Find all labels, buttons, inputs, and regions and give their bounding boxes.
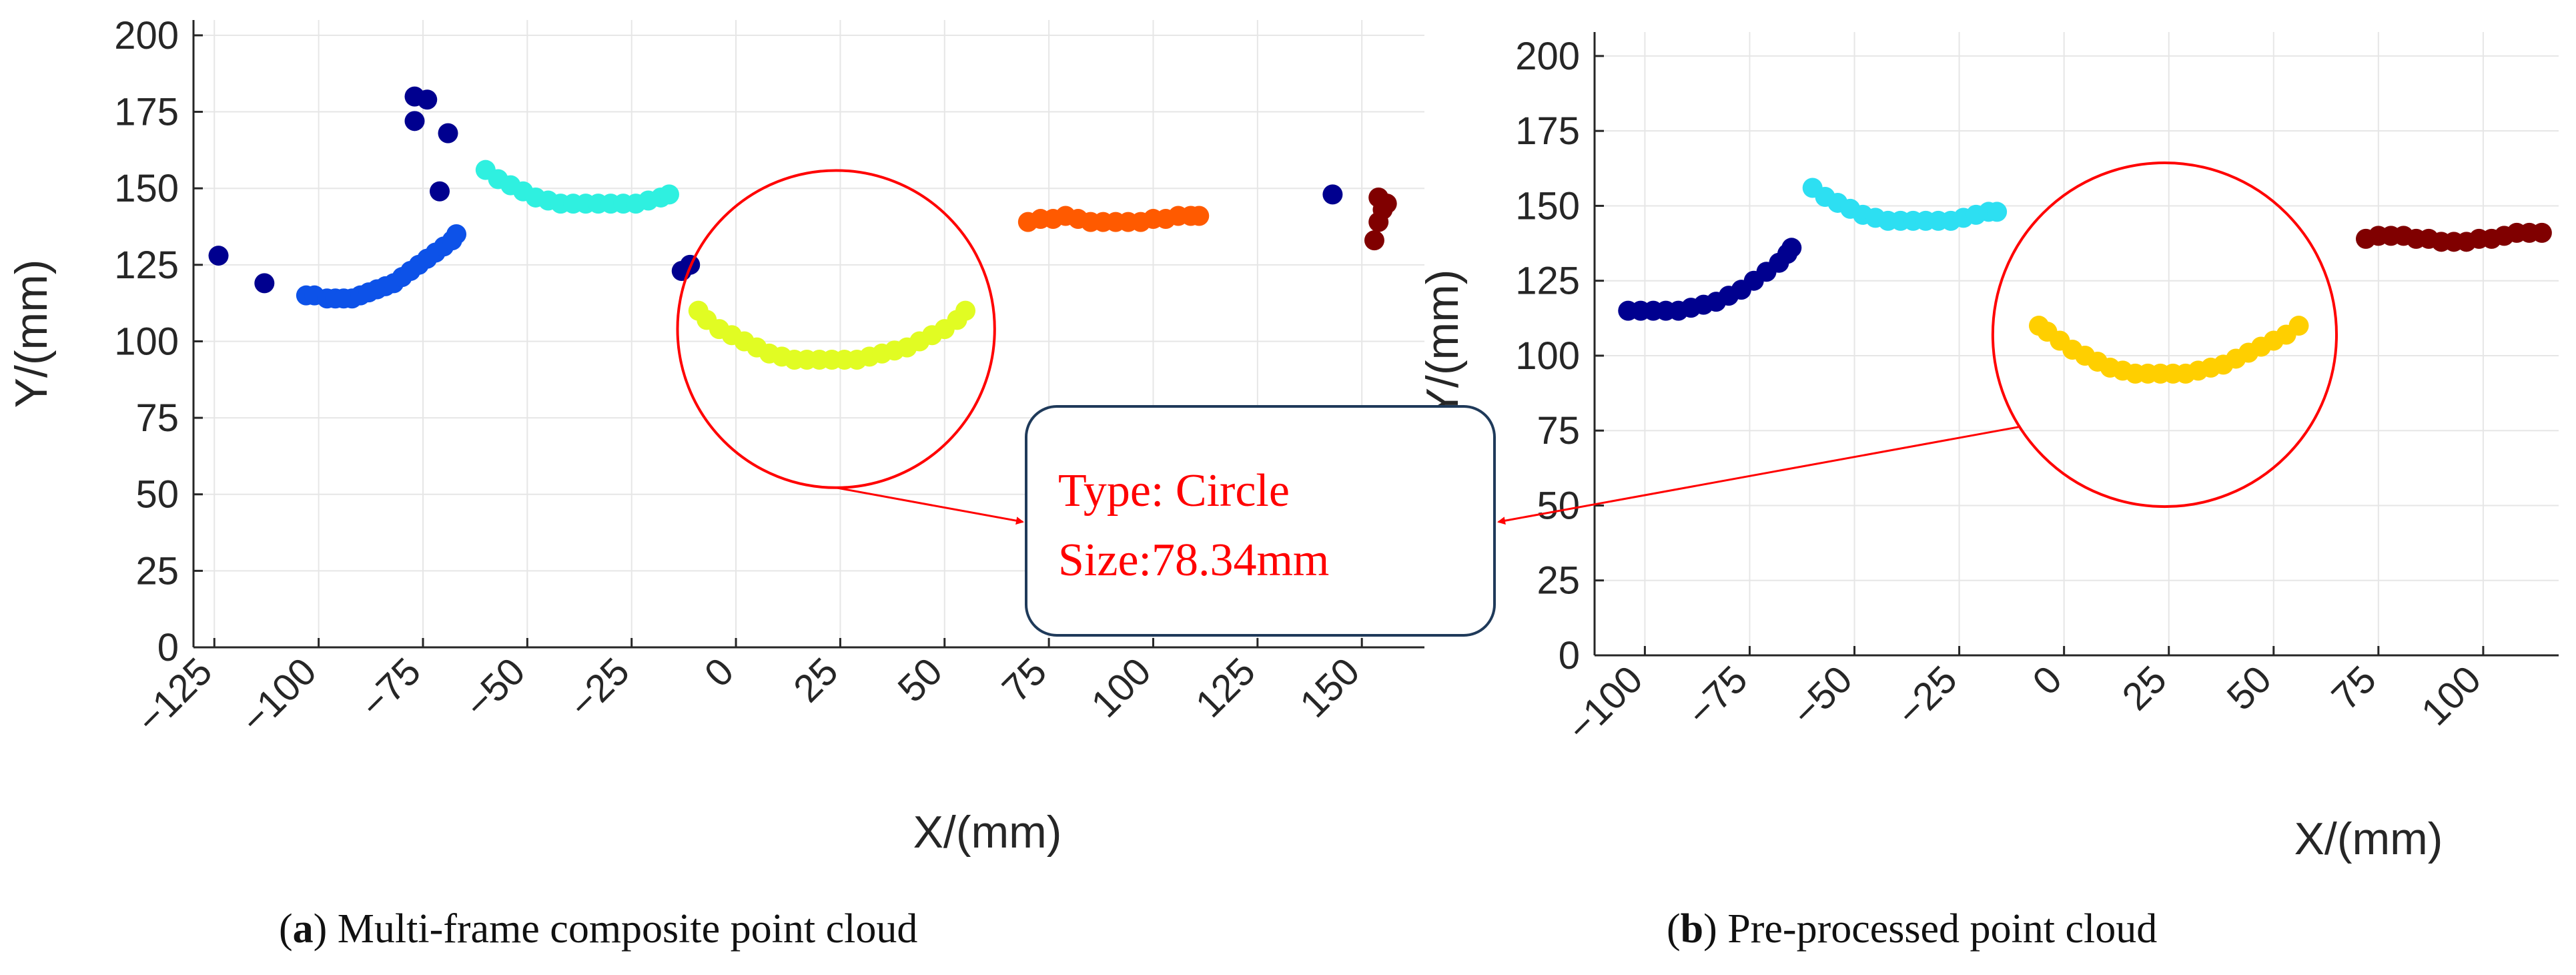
data-point bbox=[1322, 184, 1343, 205]
data-point bbox=[1781, 238, 1802, 258]
caption-b: (b) Pre-processed point cloud bbox=[1667, 906, 2157, 952]
caption-b-letter: b bbox=[1681, 906, 1703, 952]
y-tick-label: 75 bbox=[1537, 409, 1580, 452]
highlight-circle bbox=[1991, 161, 2338, 509]
y-tick-label: 50 bbox=[135, 473, 179, 517]
x-tick-label: 0 bbox=[2024, 657, 2070, 703]
annotation-callout: Type: Circle Size:78.34mm bbox=[835, 405, 2020, 637]
data-point bbox=[430, 181, 450, 202]
caption-a-text: ) Multi-frame composite point cloud bbox=[314, 906, 918, 952]
data-point bbox=[254, 273, 275, 294]
x-axis-label: X/(mm) bbox=[2294, 814, 2443, 864]
data-point bbox=[1368, 212, 1389, 232]
x-tick-label: 75 bbox=[994, 649, 1055, 711]
x-tick-label: 150 bbox=[1292, 649, 1368, 725]
series-cluster-yellow bbox=[2028, 316, 2309, 384]
data-point bbox=[1987, 202, 2008, 222]
y-tick-label: 100 bbox=[114, 320, 179, 363]
y-tick-label: 175 bbox=[114, 91, 179, 134]
series-cluster-blue bbox=[296, 224, 467, 309]
y-tick-label: 125 bbox=[1515, 260, 1580, 303]
annotation-box bbox=[1025, 405, 1496, 637]
y-tick-label: 150 bbox=[114, 167, 179, 210]
x-tick-label: 100 bbox=[2413, 657, 2489, 733]
y-axis-label: Y/(mm) bbox=[6, 260, 57, 408]
x-tick-label: −75 bbox=[352, 649, 430, 727]
x-tick-label: 125 bbox=[1188, 649, 1264, 725]
connector-arrow-b bbox=[1497, 426, 2020, 525]
annotation-size-text: Size:78.34mm bbox=[1058, 535, 1329, 586]
x-tick-label: −100 bbox=[232, 649, 324, 741]
x-tick-label: 50 bbox=[2218, 657, 2280, 719]
x-tick-label: 100 bbox=[1083, 649, 1159, 725]
y-tick-label: 150 bbox=[1515, 184, 1580, 228]
data-point bbox=[404, 111, 425, 131]
y-tick-label: 75 bbox=[135, 396, 179, 440]
x-tick-label: 75 bbox=[2323, 657, 2385, 719]
y-tick-label: 0 bbox=[157, 626, 179, 669]
y-tick-label: 100 bbox=[1515, 334, 1580, 378]
x-tick-label: −75 bbox=[1679, 657, 1756, 735]
y-tick-label: 25 bbox=[1537, 559, 1580, 603]
caption-a: (a) Multi-frame composite point cloud bbox=[279, 906, 917, 952]
data-point bbox=[417, 89, 438, 110]
x-tick-label: 25 bbox=[2114, 657, 2175, 719]
x-axis-label: X/(mm) bbox=[913, 807, 1062, 858]
x-tick-label: 25 bbox=[785, 649, 847, 711]
data-point bbox=[438, 123, 458, 143]
data-point bbox=[2531, 222, 2552, 243]
series-cluster-yellow-green bbox=[688, 300, 976, 370]
data-point bbox=[1189, 206, 1210, 226]
series-cluster-navy bbox=[1618, 238, 1802, 321]
x-tick-label: 0 bbox=[696, 649, 742, 695]
y-tick-label: 125 bbox=[114, 244, 179, 287]
series-cluster-cyan bbox=[1802, 178, 2008, 231]
y-tick-label: 200 bbox=[114, 14, 179, 57]
data-point bbox=[1376, 194, 1397, 214]
y-tick-label: 175 bbox=[1515, 109, 1580, 153]
annotation-type-text: Type: Circle bbox=[1058, 465, 1290, 517]
data-point bbox=[659, 184, 679, 205]
x-tick-label: −25 bbox=[560, 649, 638, 727]
series-noise-navy bbox=[208, 86, 1343, 294]
series-cluster-cyan bbox=[475, 159, 679, 214]
series-cluster-darkred bbox=[2356, 222, 2552, 252]
y-tick-label: 25 bbox=[135, 549, 179, 593]
data-point bbox=[208, 246, 229, 266]
data-point bbox=[1364, 230, 1384, 251]
connector-arrow-a bbox=[835, 486, 1024, 525]
y-tick-label: 200 bbox=[1515, 35, 1580, 78]
caption-a-letter: a bbox=[293, 906, 314, 952]
series-cluster-orange bbox=[1017, 206, 1210, 232]
series-cluster-darkred bbox=[1364, 187, 1397, 251]
x-tick-label: 50 bbox=[889, 649, 951, 711]
x-tick-label: −50 bbox=[456, 649, 534, 727]
x-tick-label: −25 bbox=[1888, 657, 1966, 735]
caption-b-text: ) Pre-processed point cloud bbox=[1703, 906, 2157, 952]
x-tick-label: −50 bbox=[1783, 657, 1861, 735]
data-point bbox=[955, 300, 976, 321]
y-axis-label: Y/(mm) bbox=[1417, 270, 1468, 418]
data-point bbox=[446, 224, 467, 244]
y-tick-label: 50 bbox=[1537, 484, 1580, 527]
data-point bbox=[2288, 316, 2309, 336]
y-tick-label: 0 bbox=[1559, 634, 1580, 677]
